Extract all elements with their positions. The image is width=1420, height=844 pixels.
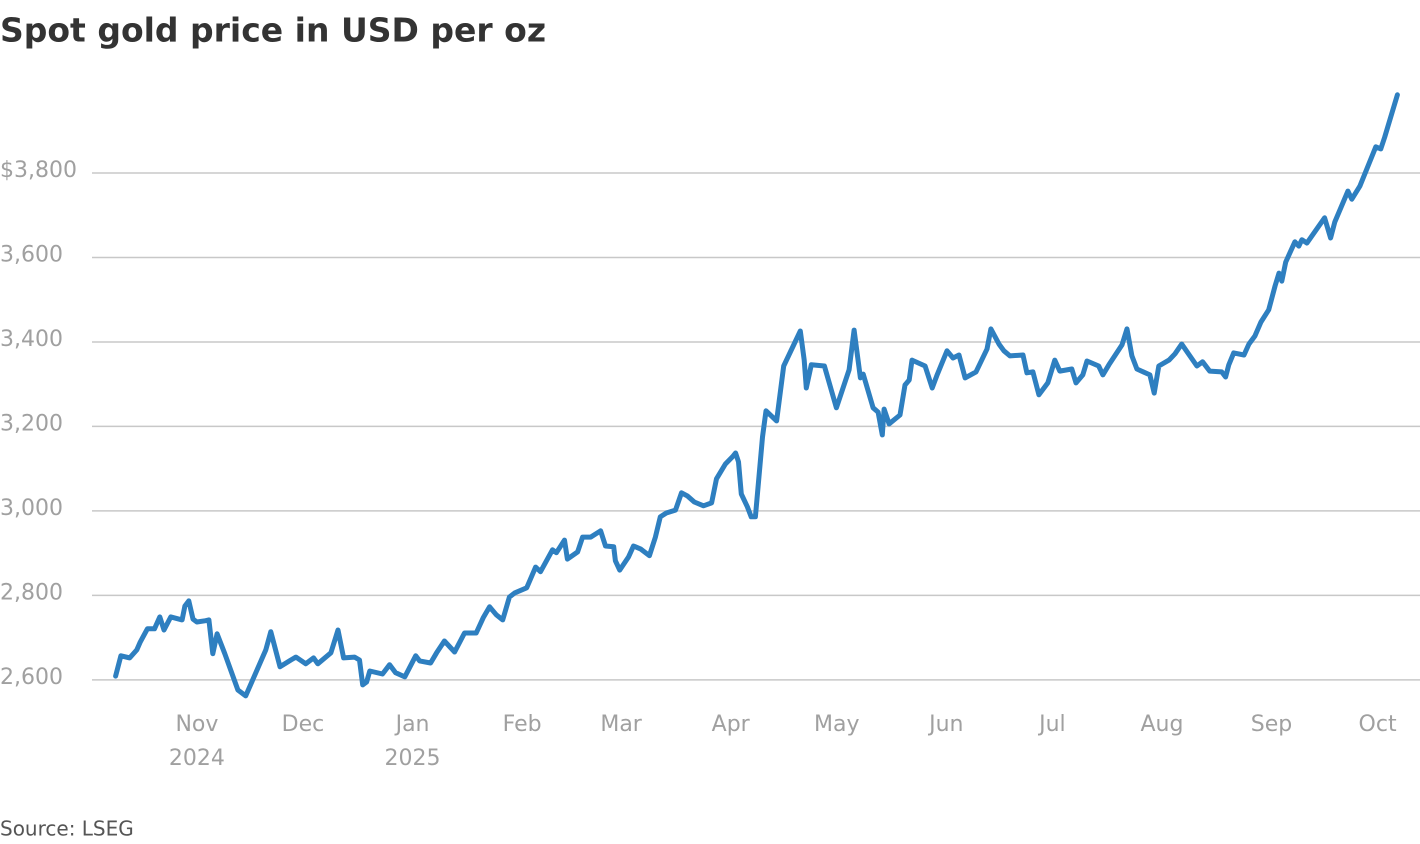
x-tick-label: Aug [1140,712,1183,737]
y-tick-label: $3,800 [0,158,77,183]
y-tick-label: 3,400 [0,327,63,352]
x-tick-label: May [814,712,859,737]
y-tick-label: 3,600 [0,242,63,267]
x-tick-label: Apr [712,712,751,737]
x-tick-label: Dec [282,712,325,737]
source: Source: LSEG [0,817,134,841]
x-tick-label: Nov [175,712,218,737]
x-tick-label: Feb [503,712,542,737]
x-tick-label: Jun [927,712,963,737]
x-tick-sublabel: 2025 [385,746,441,771]
chart-title: Spot gold price in USD per oz [0,11,546,50]
x-tick-label: Sep [1251,712,1292,737]
x-tick-label: Jan [394,712,430,737]
y-tick-label: 3,000 [0,496,63,521]
price-line [113,92,1400,699]
x-tick-label: Oct [1359,712,1397,737]
x-tick-label: Mar [600,712,642,737]
y-tick-label: 2,600 [0,665,63,690]
y-tick-label: 2,800 [0,580,63,605]
x-tick-label: Jul [1037,712,1066,737]
x-tick-sublabel: 2024 [169,746,225,771]
y-tick-label: 3,200 [0,411,63,436]
